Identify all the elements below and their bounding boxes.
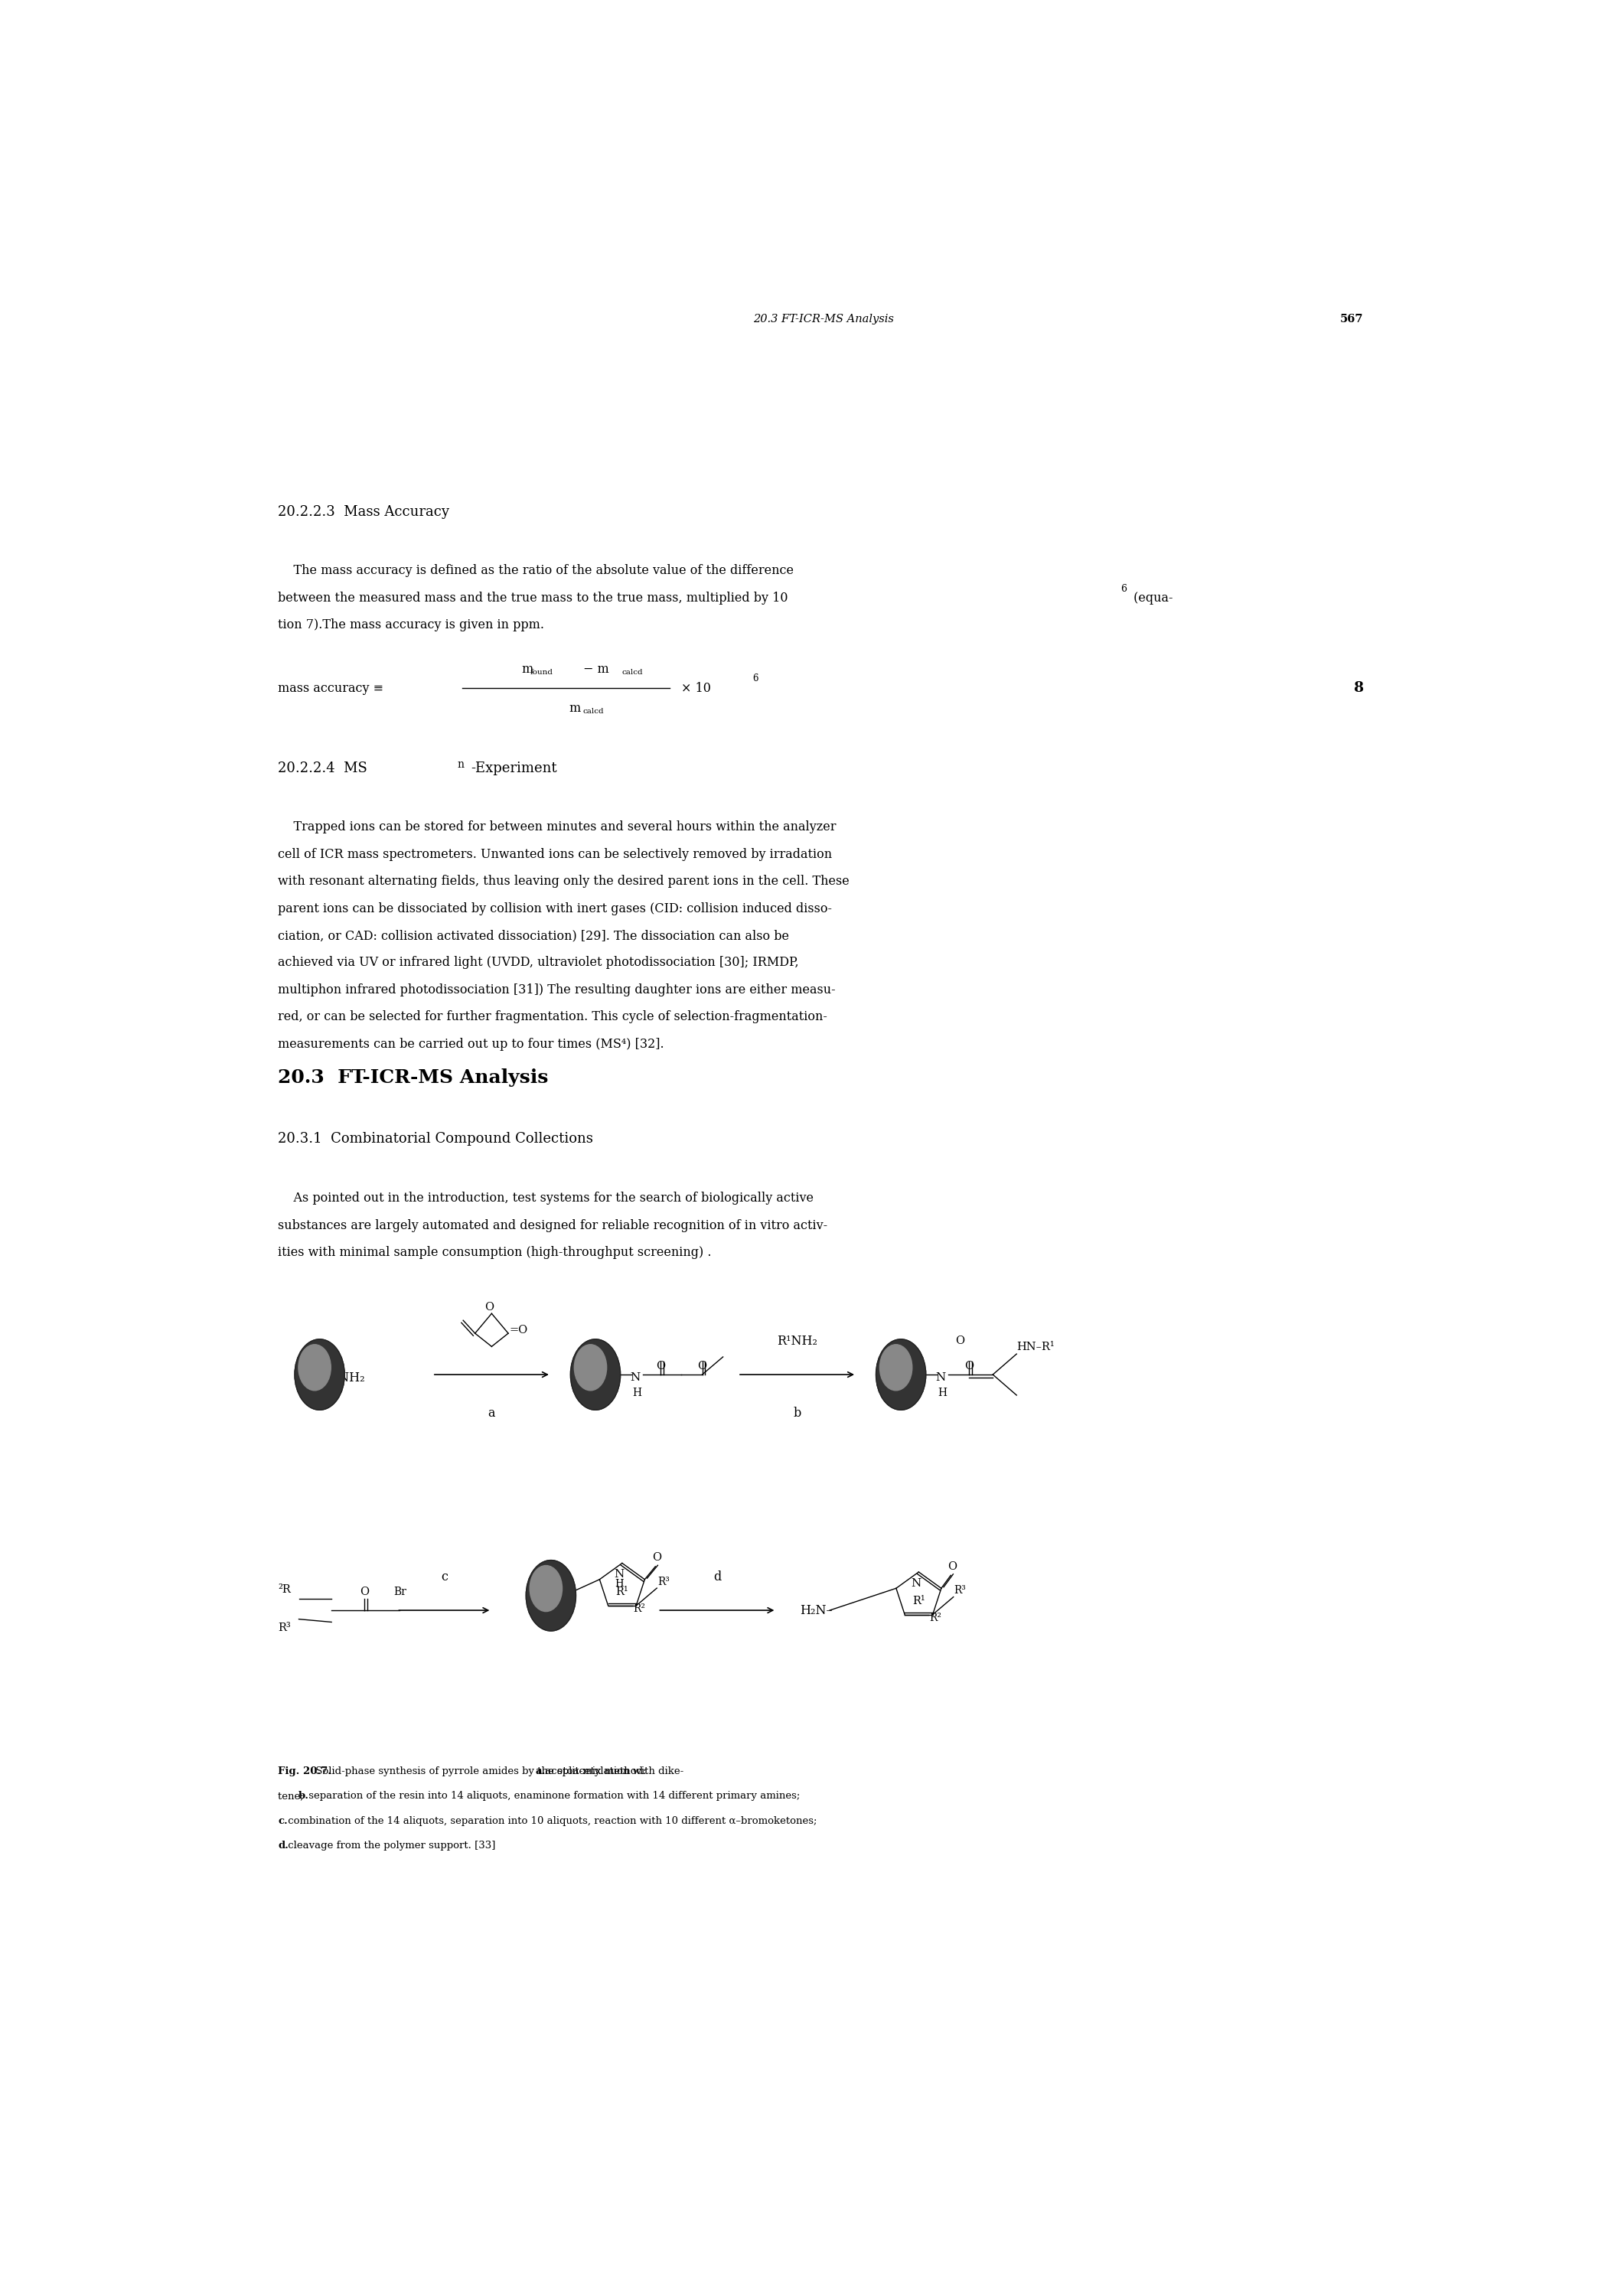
Text: 20.2.2.4  MS: 20.2.2.4 MS	[278, 762, 368, 776]
Text: R¹: R¹	[616, 1587, 629, 1598]
Text: 20.3  FT-ICR-MS Analysis: 20.3 FT-ICR-MS Analysis	[278, 1068, 548, 1086]
Circle shape	[880, 1345, 912, 1391]
Text: calcd: calcd	[584, 707, 605, 714]
Text: d.: d.	[278, 1841, 289, 1851]
Text: ²R: ²R	[278, 1584, 291, 1596]
Text: O: O	[360, 1587, 368, 1598]
Text: tion 7).The mass accuracy is given in ppm.: tion 7).The mass accuracy is given in pp…	[278, 618, 545, 631]
Text: N: N	[936, 1373, 946, 1382]
Text: 20.2.2.3  Mass Accuracy: 20.2.2.3 Mass Accuracy	[278, 505, 450, 519]
Text: m: m	[521, 664, 532, 675]
Circle shape	[529, 1566, 563, 1612]
Text: N: N	[910, 1577, 921, 1589]
Text: Br: Br	[394, 1587, 407, 1598]
Text: with resonant alternating fields, thus leaving only the desired parent ions in t: with resonant alternating fields, thus l…	[278, 875, 849, 889]
Circle shape	[294, 1339, 344, 1410]
Text: red, or can be selected for further fragmentation. This cycle of selection-fragm: red, or can be selected for further frag…	[278, 1010, 828, 1024]
Text: cell of ICR mass spectrometers. Unwanted ions can be selectively removed by irra: cell of ICR mass spectrometers. Unwanted…	[278, 847, 833, 861]
Text: R²: R²	[929, 1612, 942, 1623]
Text: c.: c.	[278, 1816, 288, 1825]
Text: d: d	[712, 1570, 720, 1584]
Text: − m: − m	[584, 664, 609, 675]
Text: b: b	[793, 1407, 801, 1419]
Circle shape	[876, 1339, 926, 1410]
Text: R¹: R¹	[912, 1596, 925, 1607]
Text: (equa-: (equa-	[1129, 592, 1172, 604]
Text: R²: R²	[634, 1603, 645, 1614]
Text: × 10: × 10	[682, 682, 711, 696]
Text: Fig. 20.7.: Fig. 20.7.	[278, 1766, 331, 1777]
Text: 6: 6	[1121, 583, 1127, 595]
Text: combination of the 14 aliquots, separation into 10 aliquots, reaction with 10 di: combination of the 14 aliquots, separati…	[285, 1816, 817, 1825]
Text: –NH₂: –NH₂	[333, 1371, 365, 1384]
Text: achieved via UV or infrared light (UVDD, ultraviolet photodissociation [30]; IRM: achieved via UV or infrared light (UVDD,…	[278, 955, 799, 969]
Text: acetoacetylation with dike-: acetoacetylation with dike-	[542, 1766, 683, 1777]
Text: -Experiment: -Experiment	[471, 762, 556, 776]
Text: measurements can be carried out up to four times (MS⁴) [32].: measurements can be carried out up to fo…	[278, 1038, 664, 1052]
Text: calcd: calcd	[622, 668, 643, 675]
Text: b.: b.	[299, 1791, 309, 1800]
Text: R³: R³	[954, 1584, 966, 1596]
Text: multiphon infrared photodissociation [31]) The resulting daughter ions are eithe: multiphon infrared photodissociation [31…	[278, 983, 836, 996]
Text: O: O	[698, 1362, 708, 1371]
Text: substances are largely automated and designed for reliable recognition of in vit: substances are largely automated and des…	[278, 1219, 828, 1233]
Text: separation of the resin into 14 aliquots, enaminone formation with 14 different : separation of the resin into 14 aliquots…	[306, 1791, 799, 1800]
Text: 6: 6	[753, 673, 759, 684]
Text: Solid-phase synthesis of pyrrole amides by the split-mix method:: Solid-phase synthesis of pyrrole amides …	[312, 1766, 650, 1777]
Text: Trapped ions can be stored for between minutes and several hours within the anal: Trapped ions can be stored for between m…	[278, 820, 836, 833]
Text: n: n	[457, 760, 465, 769]
Text: 8: 8	[1354, 682, 1364, 696]
Text: H: H	[614, 1580, 624, 1589]
Text: H: H	[632, 1387, 642, 1398]
Text: O: O	[484, 1302, 494, 1313]
Text: found: found	[531, 668, 553, 675]
Text: R³: R³	[658, 1577, 669, 1587]
Text: tene;: tene;	[278, 1791, 307, 1800]
Text: between the measured mass and the true mass to the true mass, multiplied by 10: between the measured mass and the true m…	[278, 592, 788, 604]
Text: O: O	[656, 1362, 666, 1371]
Text: O: O	[965, 1362, 974, 1371]
Circle shape	[574, 1345, 606, 1391]
Text: 567: 567	[1339, 315, 1364, 324]
Text: N: N	[614, 1568, 624, 1580]
Text: As pointed out in the introduction, test systems for the search of biologically : As pointed out in the introduction, test…	[278, 1192, 814, 1205]
Text: mass accuracy ≡: mass accuracy ≡	[278, 682, 384, 696]
Text: c: c	[441, 1570, 447, 1584]
Text: 20.3 FT-ICR-MS Analysis: 20.3 FT-ICR-MS Analysis	[754, 315, 894, 324]
Text: H₂N–: H₂N–	[801, 1605, 833, 1616]
Text: N: N	[630, 1373, 640, 1382]
Text: O: O	[955, 1336, 965, 1345]
Text: 20.3.1  Combinatorial Compound Collections: 20.3.1 Combinatorial Compound Collection…	[278, 1132, 593, 1146]
Text: =O: =O	[510, 1325, 527, 1336]
Text: H: H	[937, 1387, 947, 1398]
Text: O: O	[651, 1552, 661, 1564]
Text: a: a	[487, 1407, 495, 1419]
Text: R³: R³	[278, 1623, 291, 1632]
Circle shape	[299, 1345, 331, 1391]
Text: O: O	[947, 1561, 957, 1573]
Text: m: m	[569, 703, 580, 714]
Text: ciation, or CAD: collision activated dissociation) [29]. The dissociation can al: ciation, or CAD: collision activated dis…	[278, 930, 790, 941]
Text: cleavage from the polymer support. [33]: cleavage from the polymer support. [33]	[285, 1841, 495, 1851]
Text: a.: a.	[535, 1766, 545, 1777]
Text: R¹NH₂: R¹NH₂	[777, 1334, 817, 1348]
Text: ities with minimal sample consumption (high-throughput screening) .: ities with minimal sample consumption (h…	[278, 1247, 712, 1258]
Circle shape	[526, 1561, 576, 1630]
Text: The mass accuracy is defined as the ratio of the absolute value of the differenc: The mass accuracy is defined as the rati…	[278, 565, 794, 576]
Text: parent ions can be dissociated by collision with inert gases (CID: collision ind: parent ions can be dissociated by collis…	[278, 902, 833, 916]
Circle shape	[571, 1339, 621, 1410]
Text: HN–R¹: HN–R¹	[1016, 1341, 1055, 1352]
